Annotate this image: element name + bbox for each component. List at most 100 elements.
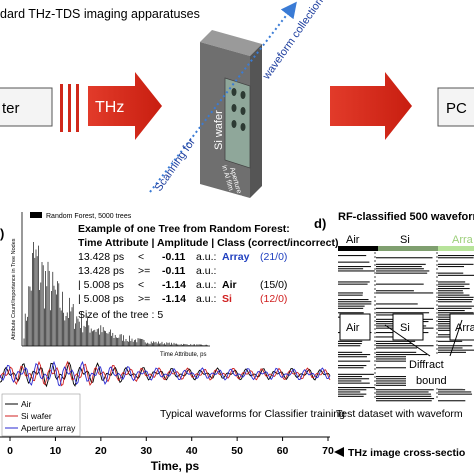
class-bar: [378, 246, 438, 251]
header-title: dard THz-TDS imaging apparatuses: [0, 7, 200, 21]
x-tick-label: 50: [231, 445, 243, 457]
tree-cell: a.u.:: [196, 251, 216, 263]
tree-cell: -1.14: [162, 293, 186, 305]
stripe: [376, 360, 420, 362]
scan-label: Scanning for: [153, 136, 198, 194]
tree-cell: >=: [138, 293, 150, 305]
inset-legend-swatch: [30, 212, 42, 218]
x-tick-label: 0: [7, 445, 13, 457]
stripe: [438, 263, 474, 265]
stripe: [376, 257, 433, 259]
tree-cell: 13.428 ps: [78, 265, 124, 277]
stripe: [376, 266, 422, 268]
stripe: [376, 351, 417, 353]
annotation-arrow: [384, 324, 431, 357]
stripe: [438, 400, 466, 402]
stripe: [338, 283, 368, 285]
stripe: [338, 305, 365, 307]
stripe: [338, 266, 371, 268]
stripe: [376, 290, 414, 292]
tree-cell: | 5.008 ps: [78, 279, 124, 291]
footer-arrow: [334, 447, 344, 457]
stripe: [376, 292, 434, 294]
stripe: [338, 356, 367, 358]
stripe: [376, 303, 418, 305]
region-label: Si: [400, 322, 410, 334]
scan-arrow: [149, 1, 297, 193]
stripe: [376, 356, 432, 358]
waveform: [0, 361, 331, 388]
output-arrow: [330, 72, 412, 140]
stripe: [338, 391, 361, 393]
stripe: [376, 367, 427, 369]
stripe: [376, 389, 434, 391]
legend-entry: Aperture array: [21, 423, 76, 433]
stripe: [338, 303, 372, 305]
x-tick-label: 20: [95, 445, 107, 457]
class-bar-label: Si: [400, 234, 410, 246]
footer: THz image cross-sectio: [348, 447, 465, 459]
panel-label: d): [314, 216, 326, 231]
stripe: [376, 400, 432, 402]
region-label: Arra: [455, 322, 474, 334]
class-bar-label: Arra: [452, 234, 474, 246]
annotation: bound: [416, 375, 447, 387]
stripe: [438, 310, 465, 312]
tree-cell: -0.11: [162, 265, 186, 277]
stripe: [338, 312, 364, 314]
tree-cell: Air: [222, 279, 237, 291]
tree-cell: | 5.008 ps: [78, 293, 124, 305]
class-bar: [338, 246, 378, 251]
stripe: [376, 347, 418, 349]
stripe: [338, 365, 367, 367]
stripe: [438, 393, 473, 395]
stripe: [376, 340, 416, 342]
source-box: [0, 87, 53, 127]
stripe: [376, 283, 424, 285]
stripe: [438, 305, 474, 307]
stripe: [376, 395, 432, 397]
stripe: [438, 312, 474, 314]
tree-title: Example of one Tree from Random Forest:: [78, 223, 290, 235]
region-label: Air: [346, 322, 360, 334]
annotation-arrow: [449, 319, 463, 357]
stripe: [438, 272, 464, 274]
stripe: [338, 373, 374, 375]
source-label: ter: [2, 100, 20, 117]
stripe: [338, 345, 361, 347]
annotation-box: [406, 356, 474, 388]
stripe: [438, 391, 472, 393]
waveforms: [0, 360, 331, 388]
stripe: [438, 340, 463, 342]
legend-entry: Air: [21, 399, 32, 409]
stripe: [438, 285, 465, 287]
stripe: [438, 294, 470, 296]
tree-size: Size of the tree : 5: [78, 309, 163, 321]
caption: Typical waveforms for Classifier trainin…: [160, 408, 345, 420]
stripe: [338, 292, 363, 294]
pulse-bars: [60, 84, 79, 132]
stripe: [438, 301, 472, 303]
stripe: [376, 384, 428, 386]
x-axis-label: Time, ps: [151, 459, 200, 473]
stripe: [438, 307, 472, 309]
region-box: [392, 313, 424, 341]
stripe: [376, 378, 427, 380]
wafer-label: Si wafer: [213, 110, 225, 150]
stripe: [338, 261, 370, 263]
thz-arrow: [88, 72, 162, 140]
stripe: [338, 393, 367, 395]
tree-cell: Array: [222, 251, 250, 263]
pc-box: [437, 87, 474, 127]
stripe: [376, 307, 434, 309]
stripe: [338, 376, 363, 378]
tree-cell: (12/0): [260, 293, 287, 305]
panel-title: RF-classified 500 waveforms: [338, 211, 474, 223]
stripe: [438, 288, 470, 290]
stripe: [338, 354, 371, 356]
tree-cell: a.u.:: [196, 293, 216, 305]
panel-label: ): [0, 226, 4, 241]
stripe: [438, 299, 474, 301]
tree-cell: (21/0): [260, 251, 287, 263]
stripe: [338, 270, 375, 272]
